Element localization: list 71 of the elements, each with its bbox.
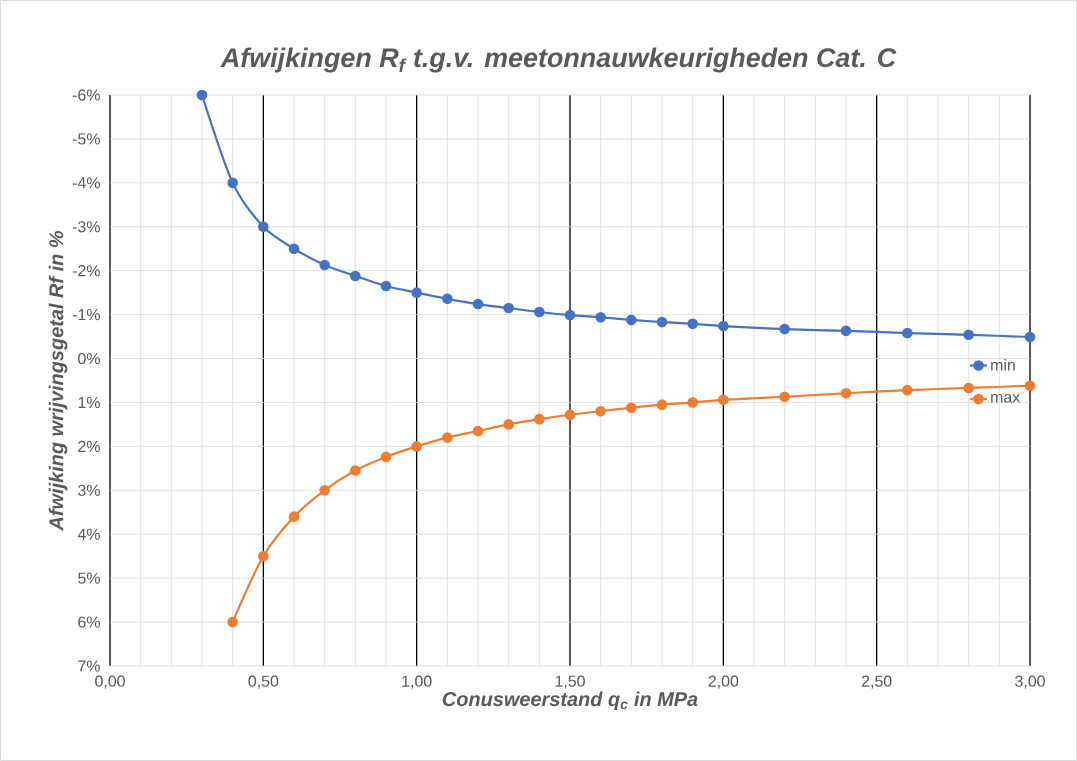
point (258, 221, 269, 233)
point (779, 323, 790, 335)
point (196, 89, 208, 101)
point (411, 441, 422, 452)
x-tick-label: 2,00 (708, 675, 739, 689)
point (258, 550, 269, 562)
legend-label: min (991, 358, 1015, 371)
point (595, 311, 606, 323)
point (534, 413, 545, 425)
y-tick-label: 3% (78, 484, 100, 496)
y-tick-label: 5% (78, 572, 100, 584)
point (718, 320, 729, 332)
point (626, 314, 637, 326)
point (503, 302, 514, 314)
point (840, 387, 852, 399)
x-tick-label: 2,50 (861, 675, 892, 689)
point (411, 287, 422, 298)
y-tick-label: -1% (72, 309, 100, 321)
point (963, 329, 974, 341)
point (227, 616, 238, 628)
point (350, 465, 361, 476)
point (626, 402, 637, 414)
point (687, 318, 698, 330)
point (718, 394, 729, 406)
x-tick-label: 1,50 (555, 675, 585, 689)
point (534, 306, 545, 318)
point (687, 397, 698, 408)
y-tick-label: 4% (77, 528, 100, 540)
point (442, 293, 453, 305)
point (442, 432, 453, 443)
point (227, 177, 238, 189)
y-tick-label: 7% (78, 660, 100, 672)
y-tick-label: -4% (72, 177, 100, 189)
point (319, 259, 330, 271)
point (902, 327, 913, 339)
x-tick-label: 0,50 (248, 675, 279, 689)
point (779, 391, 790, 403)
y-tick-label: 1% (78, 396, 100, 409)
chart-title: Afwijkingen R$_{f}$ t.g.v. meetonnauwkeurigheden Cat. C (220, 47, 897, 73)
y-tick-label: 6% (78, 616, 100, 628)
x-axis-title: Conusweerstand q$_{c}$ in MPa (442, 691, 698, 711)
point (656, 316, 668, 328)
point (902, 384, 913, 396)
point (656, 399, 668, 410)
x-tick-label: 1,00 (402, 675, 432, 689)
point (472, 425, 484, 437)
point (963, 382, 974, 394)
point (503, 419, 514, 430)
y-tick-label: 2% (78, 440, 100, 452)
y-axis-title: Afwijking wrijvingsgetal Rf in % (48, 231, 68, 531)
point (564, 409, 576, 421)
point (1024, 380, 1036, 392)
point (840, 325, 852, 337)
point (319, 485, 330, 496)
x-tick-label: 3,00 (1015, 675, 1045, 689)
y-tick-label: 0% (78, 352, 100, 365)
point (350, 270, 361, 282)
y-tick-label: -2% (72, 265, 100, 277)
point (472, 298, 484, 310)
y-tick-label: -5% (72, 133, 100, 145)
point (288, 511, 300, 522)
point (1024, 331, 1036, 343)
y-tick-label: -3% (72, 221, 100, 233)
x-tick-label: 0,00 (95, 675, 125, 689)
point (380, 451, 392, 463)
point (595, 405, 606, 417)
point (288, 243, 300, 255)
point (564, 309, 576, 321)
legend-label: max (991, 394, 1021, 403)
point (380, 280, 392, 292)
y-tick-label: -6% (72, 89, 100, 101)
